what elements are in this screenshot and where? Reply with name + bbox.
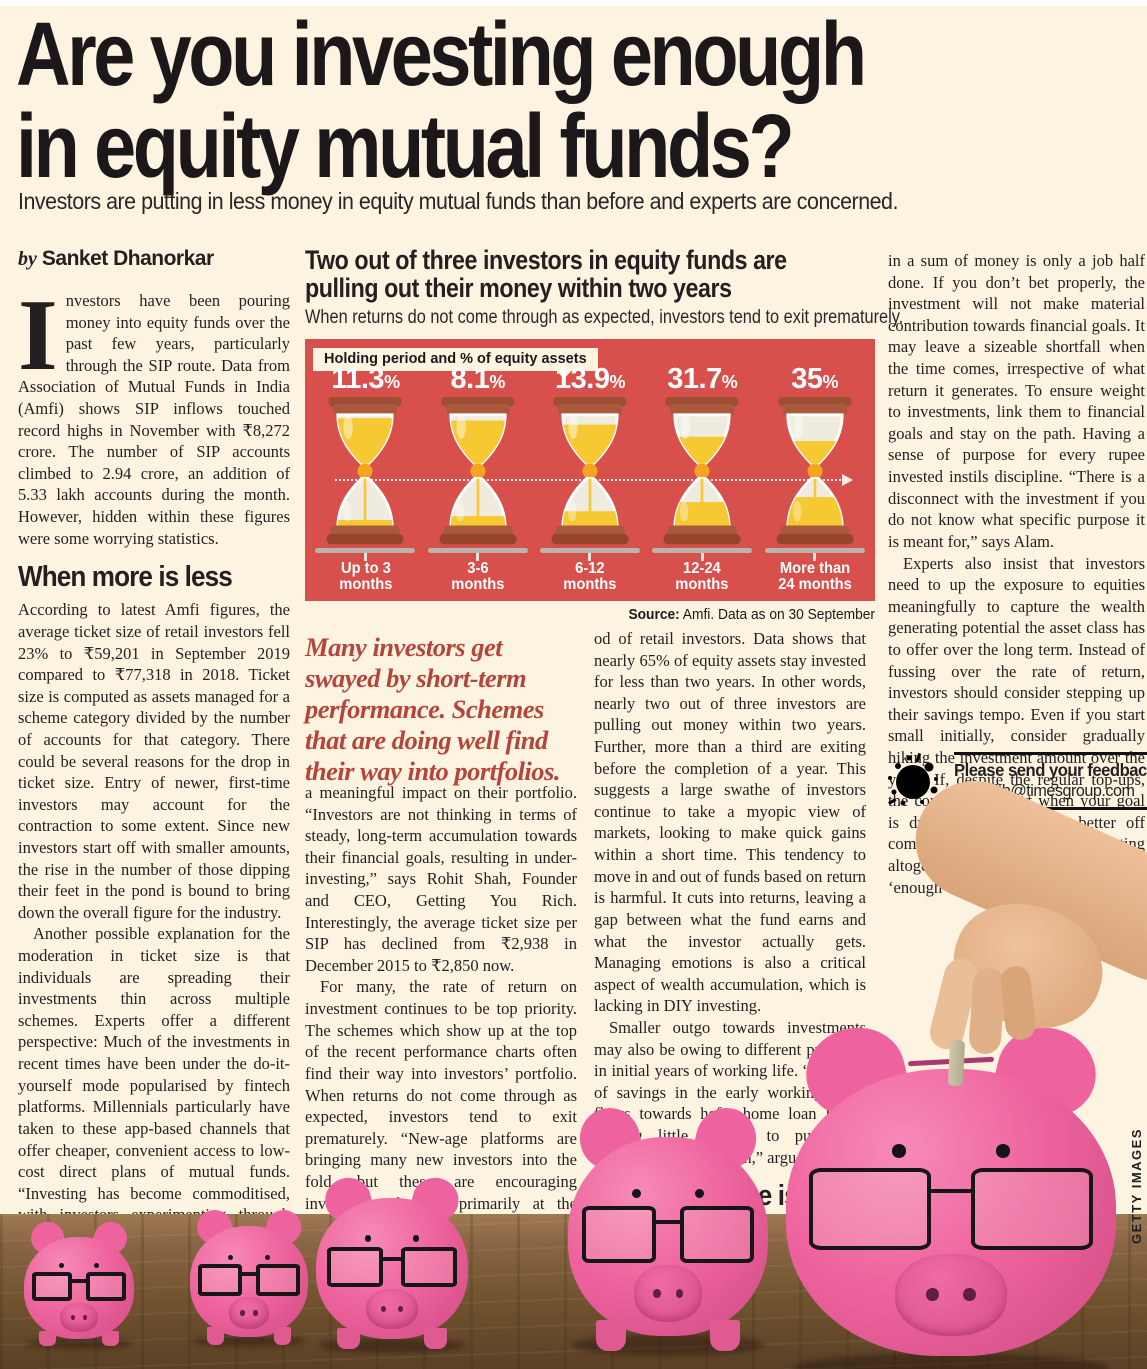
hourglass-chart-panel: Holding period and % of equity assets 11… [305, 338, 875, 601]
piggy-bank-medium-photo [190, 1206, 308, 1348]
pull-quote: Many investors get swayed by short-term … [305, 632, 560, 786]
headline-line2: in equity mutual funds? [16, 96, 795, 197]
hourglass-icon [551, 396, 629, 544]
paragraph: in a sum of money is only a job half don… [888, 251, 1145, 551]
hourglass-icon [776, 396, 854, 544]
hourglass-stand [539, 547, 640, 553]
page-title: Are you investing enough in equity mutua… [16, 5, 867, 197]
hourglass-stand [427, 547, 528, 553]
hourglass-column: 35% More than 24 months [760, 362, 869, 594]
value-label: 8.1% [450, 362, 506, 395]
piggy-bank-small-photo [24, 1218, 134, 1349]
paragraph: od of retail investors. Data shows that … [594, 629, 866, 1016]
chart-source: Source: Amfi. Data as on 30 September [334, 606, 875, 623]
category-label: More than 24 months [777, 559, 852, 594]
feedback-line1: Please send your feedback to [954, 760, 1147, 780]
hourglass-icon [663, 396, 741, 544]
infographic: Two out of three investors in equity fun… [305, 246, 904, 623]
source-text: Amfi. Data as on 30 September [679, 606, 875, 623]
hourglass-stand [764, 547, 865, 553]
value-label: 31.7% [667, 362, 738, 395]
byline-prefix: by [18, 248, 37, 270]
top-strip [0, 0, 1147, 6]
section-heading-when-more-is-less: When more is less [18, 561, 233, 594]
value-label: 11.3% [331, 362, 400, 395]
infographic-title: Two out of three investors in equity fun… [305, 246, 795, 303]
paragraph-text: nvestors have been pouring money into eq… [18, 291, 290, 548]
axis-tick [476, 552, 480, 561]
byline-author: Sanket Dhanorkar [41, 247, 214, 270]
value-label: 35% [791, 362, 838, 395]
photo-credit: GETTY IMAGES [1129, 1128, 1144, 1244]
drop-cap: I [18, 279, 58, 392]
headline-line1: Are you investing enough [16, 5, 867, 105]
byline: by Sanket Dhanorkar [18, 247, 214, 271]
piggy-bank-biggest-photo [786, 1017, 1116, 1369]
category-label: Up to 3 months [338, 559, 392, 594]
axis-tick [363, 552, 367, 561]
hourglass-column: 11.3% Up to 3 months [311, 362, 420, 594]
hourglass-column: 31.7% 12-24 months [648, 362, 757, 594]
paragraph: According to latest Amfi figures, the av… [18, 600, 290, 922]
page-subtitle: Investors are putting in less money in e… [18, 188, 898, 214]
infographic-title-line1: Two out of three investors in equity fun… [305, 245, 787, 275]
axis-tick [588, 552, 592, 561]
category-label: 12-24 months [675, 559, 729, 594]
hourglass-stand [315, 547, 416, 553]
coin [947, 1039, 966, 1087]
hourglass-column: 13.9% 6-12 months [536, 362, 645, 594]
paragraph: a meaningful impact on their portfolio. … [305, 783, 577, 975]
hourglass-icon [326, 396, 404, 544]
piggy-bank-larger-photo [568, 1101, 768, 1356]
infographic-title-line2: pulling out their money within two years [305, 273, 732, 304]
axis-tick [813, 552, 817, 561]
hourglass-icon [439, 396, 517, 544]
axis-tick [700, 552, 704, 561]
hourglass-column: 8.1% 3-6 months [423, 362, 532, 594]
infographic-subtitle: When returns do not come through as expe… [305, 306, 904, 328]
hourglass-stand [652, 547, 753, 553]
hourglass-columns: 11.3% Up to 3 months 8.1% 3-6 months 13.9% 6-12… [305, 339, 875, 594]
chart-legend-tag: Holding period and % of equity assets [313, 347, 598, 379]
value-label: 13.9% [555, 362, 625, 395]
category-label: 6-12 months [563, 559, 617, 594]
ink-splat-icon [888, 752, 938, 806]
source-label: Source: [628, 606, 680, 623]
piggy-bank-large-photo [316, 1173, 468, 1353]
category-label: 3-6 months [451, 559, 505, 594]
paragraph: For many, the rate of return on investme… [305, 977, 577, 1255]
hand-dropping-coin-photo [845, 762, 1147, 1128]
